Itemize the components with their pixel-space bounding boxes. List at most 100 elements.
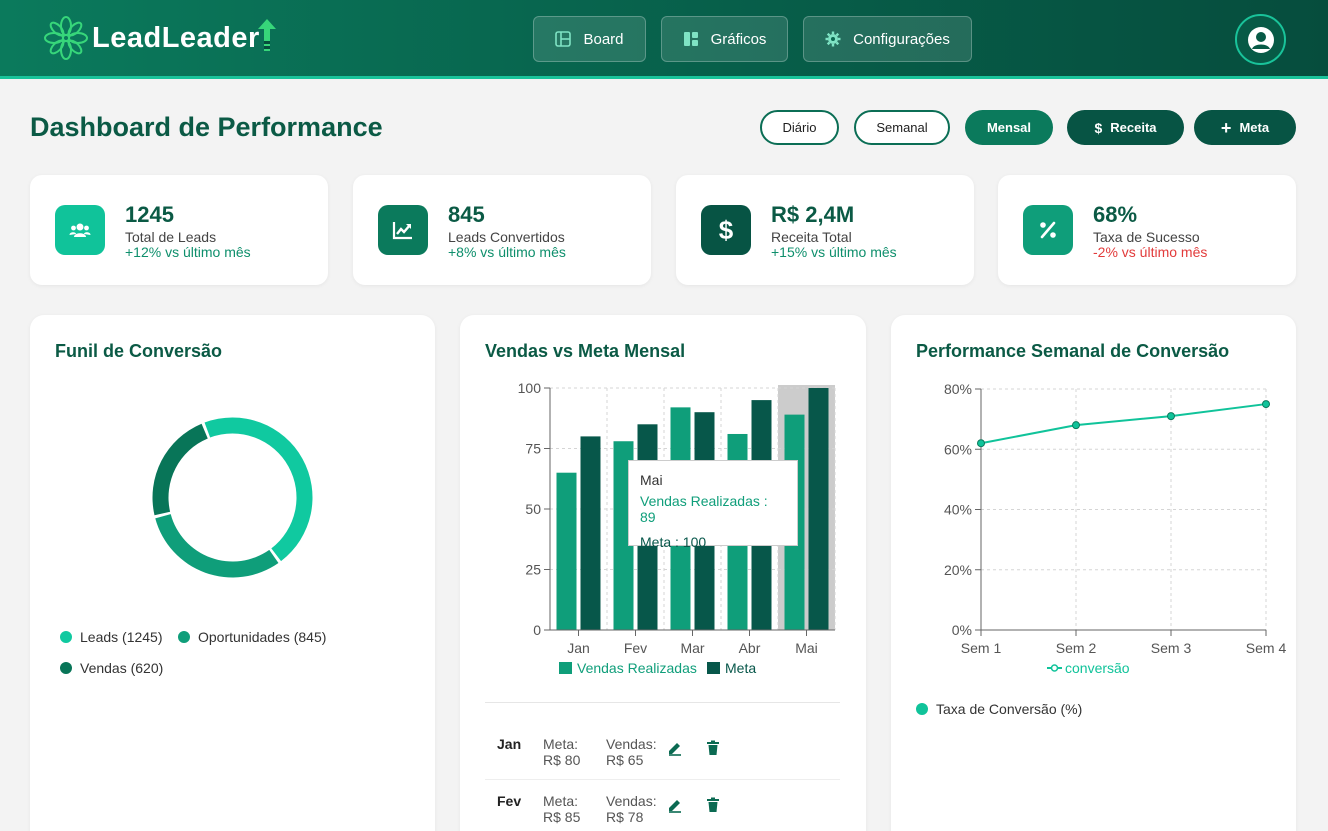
legend-item-sales[interactable]: Vendas (620) — [60, 660, 163, 676]
y-tick-label: 20% — [944, 562, 972, 578]
x-tick-label: Sem 4 — [1246, 640, 1287, 656]
funnel-donut-chart — [152, 417, 313, 578]
legend-label[interactable]: Meta — [725, 660, 756, 676]
goal-sales: Vendas: R$ 65 — [606, 736, 657, 768]
stat-label: Leads Convertidos — [448, 229, 565, 245]
stat-card-total-leads: 1245 Total de Leads +12% vs último mês — [30, 175, 328, 285]
edit-icon[interactable] — [667, 797, 683, 813]
line-point-sem-1[interactable] — [977, 439, 985, 448]
brand-logo[interactable]: LeadLeader — [42, 14, 276, 62]
tooltip-title: Mai — [640, 472, 663, 488]
stat-value: 845 — [448, 202, 485, 227]
y-tick-label: 60% — [944, 441, 972, 457]
y-tick-label: 25 — [525, 562, 541, 578]
nav-settings-button[interactable]: Configurações — [803, 16, 972, 62]
y-tick-label: 40% — [944, 502, 972, 518]
goal-meta: Meta: R$ 85 — [543, 793, 581, 825]
legend-dot — [60, 631, 72, 643]
legend-label[interactable]: Vendas Realizadas — [577, 660, 697, 676]
panel-title: Funil de Conversão — [55, 341, 223, 361]
bar-goal-jan[interactable] — [580, 436, 601, 630]
trash-icon[interactable] — [705, 740, 721, 756]
stat-delta: +12% vs último mês — [125, 244, 251, 260]
legend-swatch — [559, 662, 572, 674]
legend-label: Taxa de Conversão (%) — [936, 701, 1083, 717]
goal-month: Jan — [497, 736, 522, 752]
stat-card-converted-leads: 845 Leads Convertidos +8% vs último mês — [353, 175, 651, 285]
trash-icon[interactable] — [705, 797, 721, 813]
legend-dot — [60, 662, 72, 674]
weekly-performance-panel: Performance Semanal de Conversão — [891, 315, 1296, 831]
x-tick-label: Fev — [624, 640, 647, 656]
x-tick-label: Abr — [739, 640, 761, 656]
add-revenue-label: Receita — [1110, 120, 1157, 135]
series-legend[interactable]: conversão — [1047, 660, 1130, 676]
user-avatar-icon — [1247, 26, 1274, 53]
legend-dot — [916, 703, 928, 715]
goal-row-jan: Jan Meta: R$ 80 Vendas: R$ 65 — [485, 736, 840, 793]
stat-value: 68% — [1093, 202, 1138, 227]
stat-value: R$ 2,4M — [771, 202, 855, 227]
nav-board-label: Board — [583, 30, 624, 48]
leaf-logo-icon — [44, 16, 88, 60]
legend-marker — [1050, 664, 1059, 672]
user-profile-button[interactable] — [1235, 14, 1286, 65]
nav-charts-button[interactable]: Gráficos — [661, 16, 788, 62]
stat-delta: +8% vs último mês — [448, 244, 566, 260]
legend-label: Oportunidades (845) — [198, 629, 327, 645]
stat-card-success-rate: 68% Taxa de Sucesso -2% vs último mês — [998, 175, 1296, 285]
charts-icon — [683, 32, 698, 46]
donut-slice-oportunidades[interactable] — [155, 514, 279, 578]
divider — [485, 779, 840, 780]
donut-slice-leads[interactable] — [204, 417, 313, 562]
legend-label: conversão — [1065, 660, 1130, 676]
brand-name: LeadLeader — [92, 21, 260, 54]
panel-title: Vendas vs Meta Mensal — [485, 341, 686, 361]
bar-sales-jan[interactable] — [556, 472, 577, 630]
line-point-sem-4[interactable] — [1262, 400, 1270, 409]
nav-board-button[interactable]: Board — [533, 16, 646, 62]
y-tick-label: 100 — [518, 380, 542, 396]
add-goal-label: Meta — [1239, 120, 1270, 135]
stat-label: Taxa de Sucesso — [1093, 229, 1200, 245]
weekly-line-chart: 0% 20% 40% 60% 80% Sem 1 Sem 2 Sem 3 Sem 4 conver… — [944, 381, 1287, 676]
legend-label: Leads (1245) — [80, 629, 163, 645]
bar-goal-mai[interactable] — [808, 388, 829, 630]
panel-title: Performance Semanal de Conversão — [916, 341, 1230, 361]
filter-weekly-button[interactable]: Semanal — [854, 110, 950, 145]
x-tick-label: Sem 3 — [1151, 640, 1192, 656]
goal-month: Fev — [497, 793, 522, 809]
tooltip-line-goal: Meta : 100 — [640, 534, 707, 550]
edit-icon[interactable] — [667, 740, 683, 756]
line-point-sem-2[interactable] — [1072, 421, 1080, 430]
trend-up-icon — [378, 205, 428, 255]
line-point-sem-3[interactable] — [1167, 412, 1175, 421]
x-tick-label: Mar — [680, 640, 704, 656]
stat-label: Total de Leads — [125, 229, 217, 245]
divider — [485, 702, 840, 703]
add-goal-button[interactable]: + Meta — [1194, 110, 1296, 145]
dollar-icon: $ — [701, 205, 751, 255]
filter-daily-button[interactable]: Diário — [760, 110, 839, 145]
arrow-up-icon — [257, 19, 276, 51]
legend-item-opportunities[interactable]: Oportunidades (845) — [178, 629, 326, 645]
legend-swatch — [707, 662, 720, 674]
stat-delta: -2% vs último mês — [1093, 244, 1208, 260]
donut-slice-vendas[interactable] — [152, 423, 208, 516]
chart-tooltip: Mai Vendas Realizadas : 89 Meta : 100 — [628, 460, 798, 550]
filter-monthly-button[interactable]: Mensal — [965, 110, 1053, 145]
stat-card-revenue: $ R$ 2,4M Receita Total +15% vs último m… — [676, 175, 974, 285]
goal-row-fev: Fev Meta: R$ 85 Vendas: R$ 78 — [485, 793, 840, 831]
dollar-icon: $ — [1094, 119, 1103, 136]
legend-item-conversion-rate[interactable]: Taxa de Conversão (%) — [916, 701, 1082, 717]
top-navbar: LeadLeader Board Gráficos Configurações — [0, 0, 1328, 79]
x-tick-label: Jan — [567, 640, 590, 656]
y-tick-label: 0% — [952, 622, 972, 638]
add-revenue-button[interactable]: $ Receita — [1067, 110, 1184, 145]
stat-delta: +15% vs último mês — [771, 244, 897, 260]
legend-item-leads[interactable]: Leads (1245) — [60, 629, 163, 645]
y-tick-label: 50 — [525, 501, 541, 517]
users-icon — [55, 205, 105, 255]
x-tick-label: Sem 2 — [1056, 640, 1097, 656]
board-icon — [555, 31, 572, 47]
